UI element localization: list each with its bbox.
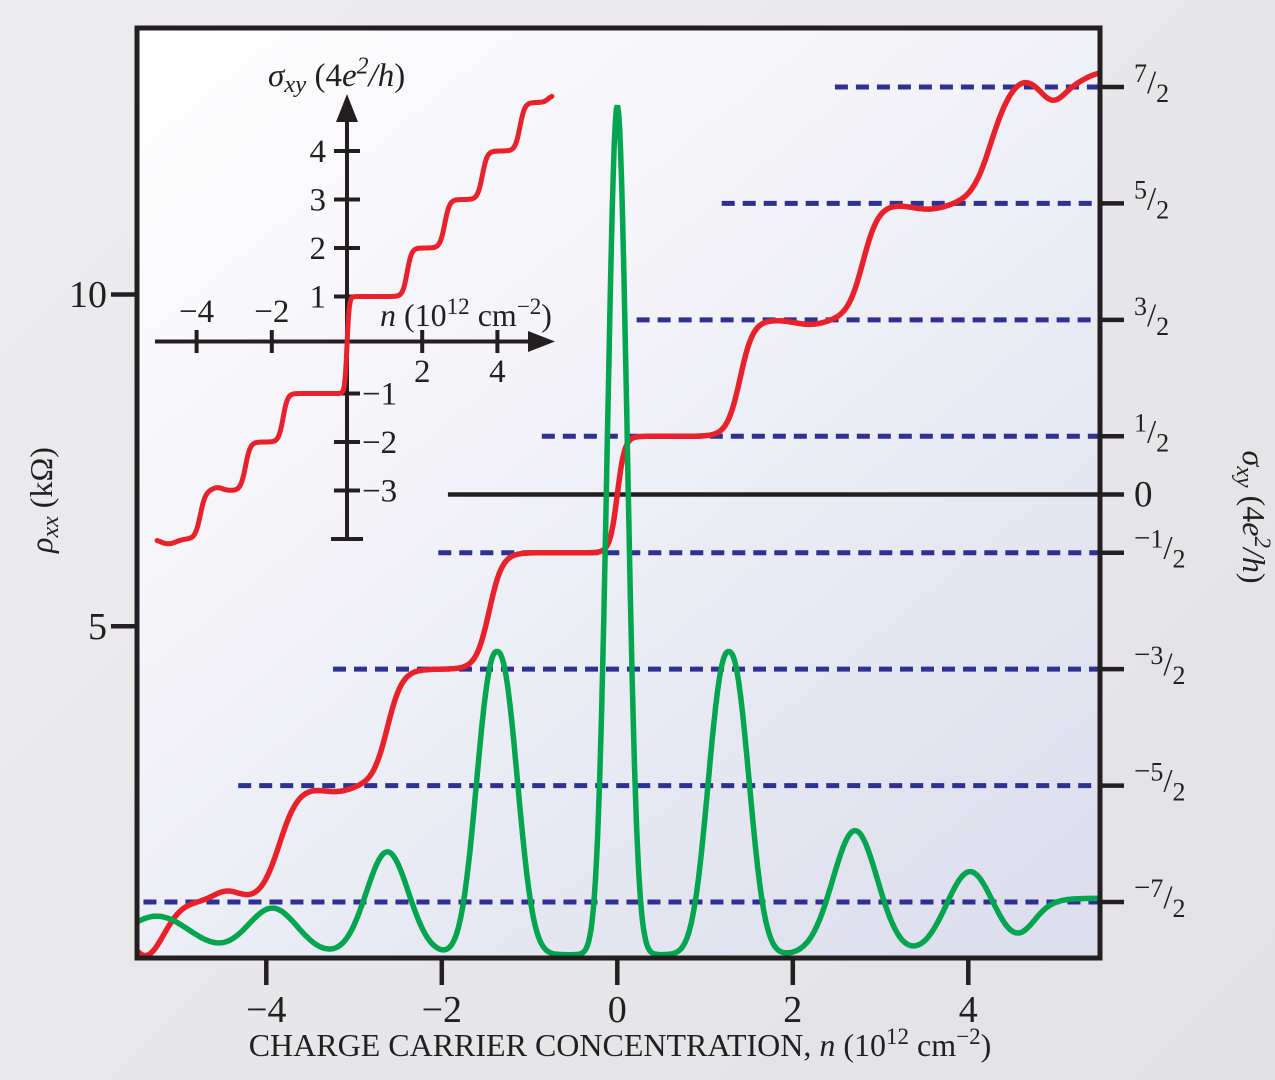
x-tick-label: 4 (959, 989, 978, 1031)
data-curves (137, 70, 1100, 958)
sigma-xy-curve (137, 70, 1100, 958)
x-axis-title: CHARGE CARRIER CONCENTRATION, n (1012 cm… (249, 1023, 992, 1063)
inset-x-tick-label: −2 (254, 294, 289, 330)
inset-x-tick-label: 4 (489, 354, 506, 390)
y-right-axis-title: σxy (4e2/h) (1231, 450, 1275, 583)
y-right-tick-label: 5/2 (1134, 175, 1169, 224)
y-right-tick-label: −7/2 (1134, 872, 1186, 923)
inset-y-tick-label: −1 (362, 377, 397, 413)
x-tick-label: −2 (422, 989, 462, 1031)
x-tick-label: 2 (783, 989, 802, 1031)
inset-x-tick-label: 2 (414, 354, 431, 390)
inset-sigma-xy-curve (154, 93, 555, 547)
inset-x-axis-arrow (528, 331, 555, 352)
y-left-tick-label: 10 (69, 274, 107, 316)
inset-y-tick-label: −3 (362, 474, 397, 510)
plateau-guide-lines (143, 84, 1100, 905)
x-tick-labels: −4 −2 0 2 4 (246, 989, 978, 1031)
y-right-tick-label: 7/2 (1134, 59, 1169, 108)
inset-y-tick-label: 3 (310, 183, 327, 219)
inset-y-tick-label: 2 (310, 231, 327, 267)
y-right-tick-label: −5/2 (1134, 756, 1186, 807)
axis-ticks (111, 84, 1124, 985)
inset-title: σxy (4e2/h) (268, 53, 405, 97)
y-left-tick-label: 5 (88, 606, 107, 648)
y-right-tick-label: 0 (1134, 475, 1153, 516)
x-tick-label: −4 (246, 989, 286, 1031)
axis-labels: 7/2 5/2 3/2 1/2 0 −1/2 −3/2 −5/2 −7/2 CHARGE CARR… (23, 59, 1275, 1063)
inset-y-tick-label: 4 (310, 134, 327, 170)
inset-x-axis-label: n (1012 cm−2) (380, 293, 552, 333)
inset-y-axis-arrow (336, 94, 358, 122)
y-left-tick-labels: 10 5 (69, 274, 107, 648)
rho-xx-curve (137, 104, 1100, 958)
inset-x-tick-label: −4 (179, 294, 214, 330)
inset-bilayer-plot: 4 3 2 1 −1 −2 −3 −4 −2 2 4 σxy (4e2/h) n (1012 cm−2) (154, 53, 555, 547)
y-right-tick-label: 3/2 (1134, 292, 1169, 341)
inset-y-tick-label: −2 (362, 425, 397, 461)
y-right-tick-label: −3/2 (1134, 639, 1186, 690)
y-right-tick-label: −1/2 (1134, 523, 1186, 574)
inset-y-tick-label: 1 (310, 280, 327, 316)
y-left-axis-title: ρxx (kΩ) (23, 447, 64, 554)
x-tick-label: 0 (608, 989, 627, 1031)
y-right-tick-label: 1/2 (1134, 408, 1169, 457)
